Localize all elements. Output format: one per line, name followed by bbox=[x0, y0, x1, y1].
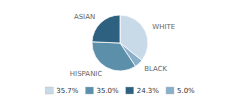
pie-slice bbox=[92, 15, 120, 43]
legend: 35.7% 35.0% 24.3% 5.0% bbox=[45, 87, 195, 95]
slice-label: WHITE bbox=[152, 23, 175, 31]
pie-slice bbox=[92, 42, 135, 71]
legend-label: 35.0% bbox=[96, 87, 119, 95]
legend-label: 24.3% bbox=[137, 87, 160, 95]
slice-label: BLACK bbox=[144, 65, 167, 73]
legend-swatch bbox=[166, 87, 174, 94]
slice-label: HISPANIC bbox=[70, 70, 103, 78]
legend-label: 35.7% bbox=[56, 87, 79, 95]
pie bbox=[92, 15, 148, 71]
legend-swatch bbox=[126, 87, 134, 94]
chart: WHITE BLACK HISPANIC ASIAN 35.7% 35.0% 24.3% 5.… bbox=[0, 0, 240, 100]
legend-label: 5.0% bbox=[177, 87, 195, 95]
legend-swatch bbox=[45, 87, 53, 94]
slice-label: ASIAN bbox=[74, 13, 95, 21]
legend-swatch bbox=[85, 87, 93, 94]
